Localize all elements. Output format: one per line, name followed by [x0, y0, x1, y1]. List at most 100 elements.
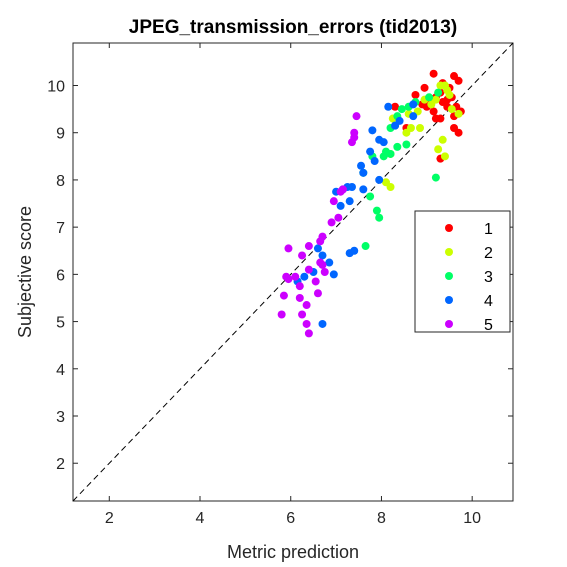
data-point: [295, 282, 304, 291]
data-point: [318, 319, 327, 328]
data-point: [411, 90, 420, 99]
data-point: [357, 161, 366, 170]
data-point: [295, 293, 304, 302]
data-point: [454, 76, 463, 85]
reference-line-layer: [72, 42, 514, 502]
legend-label-2: 2: [484, 245, 493, 262]
data-point: [329, 270, 338, 279]
data-point: [316, 258, 325, 267]
data-point: [429, 107, 438, 116]
points-layer: [277, 69, 465, 338]
data-point: [409, 100, 418, 109]
data-point: [381, 178, 390, 187]
legend-label-5: 5: [484, 317, 493, 334]
data-point: [318, 251, 327, 260]
data-point: [347, 183, 356, 192]
data-point: [277, 310, 286, 319]
legend-label-1: 1: [484, 221, 493, 238]
y-tick-label: 2: [56, 456, 65, 473]
data-point: [291, 272, 300, 281]
data-point: [384, 102, 393, 111]
y-tick-label: 7: [56, 220, 65, 237]
legend-marker-5: [445, 320, 453, 328]
data-point: [434, 88, 443, 97]
data-point: [366, 192, 375, 201]
data-point: [375, 213, 384, 222]
data-point: [409, 112, 418, 121]
y-tick-label: 6: [56, 267, 65, 284]
data-point: [434, 145, 443, 154]
x-tick-label: 4: [196, 510, 205, 527]
data-point: [329, 197, 338, 206]
data-point: [393, 142, 402, 151]
data-point: [304, 242, 313, 251]
ticks-layer: 2 4 6 8 10 2 3 4 5 6 7 8 9 10: [47, 43, 513, 527]
x-tick-label: 6: [286, 510, 295, 527]
data-point: [381, 147, 390, 156]
data-point: [445, 90, 454, 99]
data-point: [336, 201, 345, 210]
data-point: [370, 157, 379, 166]
y-axis-label: Subjective score: [15, 206, 35, 338]
data-point: [298, 251, 307, 260]
y-tick-label: 3: [56, 409, 65, 426]
y-tick-label: 9: [56, 126, 65, 143]
data-point: [372, 206, 381, 215]
x-tick-label: 8: [377, 510, 386, 527]
data-point: [359, 168, 368, 177]
data-point: [366, 147, 375, 156]
data-point: [375, 175, 384, 184]
data-point: [334, 213, 343, 222]
legend-marker-1: [445, 224, 453, 232]
legend-box: [414, 210, 511, 333]
series-5: [277, 112, 361, 338]
data-point: [313, 289, 322, 298]
data-point: [352, 112, 361, 121]
legend-marker-4: [445, 296, 453, 304]
data-point: [431, 173, 440, 182]
data-point: [304, 265, 313, 274]
data-point: [379, 138, 388, 147]
data-point: [427, 100, 436, 109]
data-point: [327, 218, 336, 227]
data-point: [361, 242, 370, 251]
data-point: [304, 329, 313, 338]
data-point: [320, 268, 329, 276]
y-tick-label: 10: [47, 78, 65, 95]
data-point: [359, 185, 368, 194]
data-point: [402, 140, 411, 149]
data-point: [440, 152, 449, 161]
data-point: [282, 272, 291, 281]
y-tick-label: 4: [56, 362, 65, 379]
legend-label-3: 3: [484, 269, 493, 286]
data-point: [391, 102, 400, 111]
data-point: [368, 126, 377, 135]
data-point: [298, 310, 307, 319]
legend: 1 2 3 4 5: [414, 210, 511, 334]
data-point: [313, 244, 322, 253]
y-tick-label: 5: [56, 315, 65, 332]
data-point: [416, 123, 425, 132]
x-tick-label: 2: [105, 510, 114, 527]
chart-title: JPEG_transmission_errors (tid2013): [129, 17, 457, 38]
data-point: [440, 81, 449, 90]
data-point: [325, 258, 334, 267]
data-point: [454, 128, 463, 137]
legend-marker-2: [445, 248, 453, 256]
data-point: [447, 105, 456, 114]
data-point: [302, 301, 311, 310]
x-axis-label: Metric prediction: [227, 542, 359, 562]
data-point: [338, 185, 347, 194]
data-point: [311, 277, 320, 286]
x-tick-label: 10: [463, 510, 481, 527]
data-point: [302, 319, 311, 328]
identity-reference-line: [72, 42, 514, 502]
data-point: [300, 272, 309, 281]
data-point: [429, 69, 438, 78]
data-point: [397, 105, 406, 114]
data-point: [420, 83, 429, 92]
data-point: [454, 109, 463, 118]
data-point: [284, 244, 293, 253]
data-point: [391, 121, 400, 130]
